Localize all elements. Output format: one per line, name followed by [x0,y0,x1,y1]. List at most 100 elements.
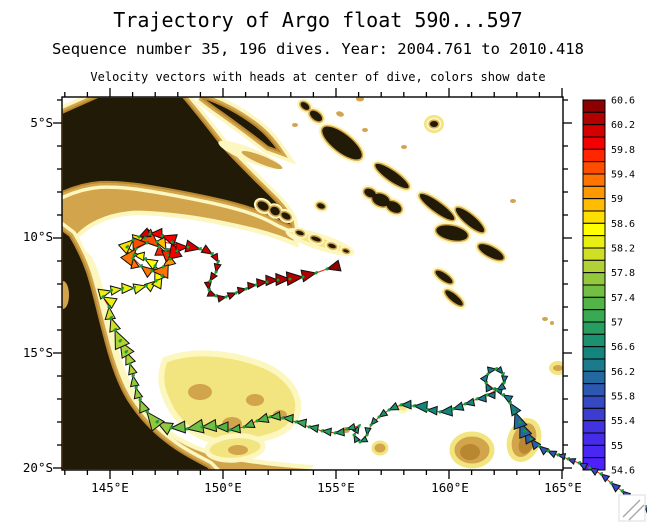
dive-point [513,410,517,414]
velocity-arrow [377,408,389,418]
velocity-arrow [97,288,113,300]
colorbar-label: 56.6 [611,342,635,353]
colorbar-cell [582,111,606,126]
dive-point [168,257,172,261]
dive-point [157,245,161,249]
velocity-arrow [495,382,507,391]
velocity-arrow [509,401,522,417]
dive-point [485,393,489,397]
velocity-arrow [184,239,202,253]
dive-point [529,437,533,441]
island [436,225,468,241]
dive-point [175,249,179,253]
dive-point [124,350,128,354]
island [478,244,504,260]
velocity-arrow [265,274,280,287]
dive-point [494,367,498,371]
velocity-arrow [599,473,611,483]
velocity-arrow [345,422,357,431]
dive-point [214,294,218,298]
island [309,110,323,122]
dive-point [484,381,488,385]
velocity-arrow [307,424,320,434]
island [386,201,402,213]
dive-point [134,247,138,251]
land-new-britain [200,97,282,153]
dive-point [495,388,499,392]
velocity-arrow [206,289,218,297]
dive-point [128,362,132,366]
velocity-arrow [160,234,178,247]
dive-point [501,372,505,376]
velocity-arrow [610,482,622,493]
velocity-arrow [150,264,169,280]
dive-point [216,260,220,264]
island [430,121,438,127]
colorbar-cell [582,309,606,323]
colorbar-cell [582,321,606,335]
dive-point [358,440,362,444]
dive-point [113,328,117,332]
velocity-arrow [133,386,144,400]
velocity-arrow [451,401,465,411]
velocity-arrow [577,462,589,471]
dive-point [186,245,190,249]
reef-patch [549,361,563,375]
dive-point [577,461,581,465]
velocity-arrow [425,405,438,416]
dive-point [244,287,248,291]
reef-patch [542,317,548,321]
colorbar-cell [582,222,606,237]
map-axes: 145°E 150°E 155°E 160°E 165°E 5°S 10°S 15°S 20°S [23,88,582,495]
island [281,212,291,220]
velocity-arrow [281,413,294,424]
velocity-arrow [438,405,453,417]
colorbar-cell [582,99,606,113]
island [328,243,336,249]
dive-point [208,279,212,283]
velocity-arrow [128,362,138,376]
dive-point [132,253,136,257]
dive-point [254,283,258,287]
colorbar-label: 55 [611,441,623,452]
reef-patch [188,384,212,400]
dive-point [150,269,154,273]
dive-point [620,489,624,493]
dive-point [145,410,149,414]
velocity-arrow [463,397,476,407]
colorbar-cell [582,444,606,459]
colorbar-cell [582,161,606,175]
dive-point [276,278,280,282]
date-colorbar: 60.6 60.2 59.8 59.4 59 58.6 58.2 57.8 57.4 57 56.6… [582,96,635,477]
velocity-arrow [155,236,167,252]
velocity-arrow [209,271,218,283]
velocity-arrow [364,427,372,437]
velocity-arrow [546,450,558,459]
dive-point [214,270,218,274]
dive-point [357,424,361,428]
dive-point [518,420,522,424]
dive-point [301,275,305,279]
velocity-arrow [566,458,577,466]
dive-point [537,444,541,448]
velocity-arrow [268,410,281,421]
velocity-arrow [139,265,155,279]
island [435,270,453,284]
dive-point [492,387,496,391]
velocity-arrow [148,227,163,240]
colorbar-label: 57.4 [611,293,635,304]
colorbar-cell [582,259,606,274]
dive-point [387,408,391,412]
dive-point [352,433,356,437]
dive-point [125,245,129,249]
dive-point [198,247,202,251]
dive-point [425,408,429,412]
dive-point [502,381,506,385]
colorbar-cell [582,247,606,261]
dive-point [144,284,148,288]
dive-point [365,433,369,437]
colorbar-cell [582,210,606,224]
dive-point [320,429,324,433]
colorbar-cell [582,198,606,212]
velocity-arrow [214,421,229,433]
